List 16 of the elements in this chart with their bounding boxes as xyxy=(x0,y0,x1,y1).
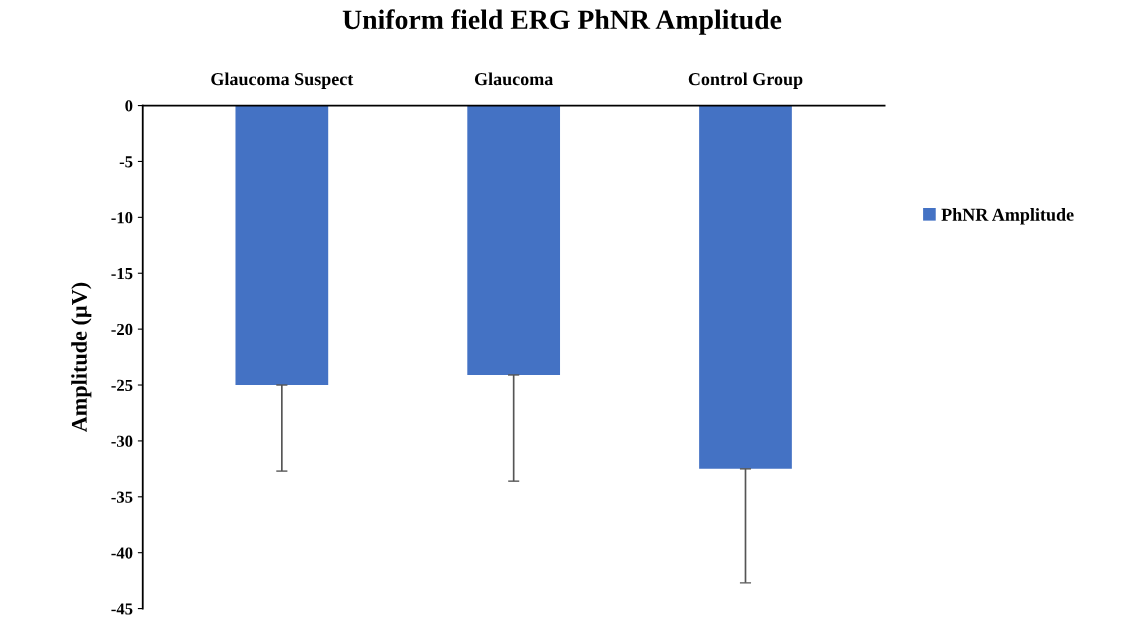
y-tick-label: -10 xyxy=(111,212,133,224)
y-tick-label: -45 xyxy=(111,603,133,615)
y-axis-title: Amplitude (µV) xyxy=(71,282,92,433)
y-tick-label: -40 xyxy=(111,547,133,559)
chart-title: Uniform field ERG PhNR Amplitude xyxy=(342,9,782,35)
y-tick-label: -25 xyxy=(111,379,133,391)
x-tick-label: Control Group xyxy=(688,72,803,89)
y-tick-label: -30 xyxy=(111,435,133,447)
y-tick-label: 0 xyxy=(125,100,133,112)
x-tick-label: Glaucoma xyxy=(474,72,554,86)
y-tick-label: -15 xyxy=(111,268,133,280)
y-tick-label: -35 xyxy=(111,491,133,503)
x-tick-label: Glaucoma Suspect xyxy=(211,72,354,89)
y-tick-label: -20 xyxy=(111,323,133,336)
y-tick-label: -5 xyxy=(119,156,133,168)
legend-label: PhNR Amplitude xyxy=(941,208,1074,225)
